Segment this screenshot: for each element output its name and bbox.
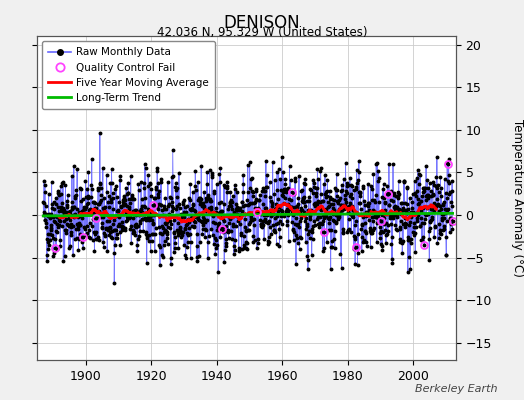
Text: 42.036 N, 95.329 W (United States): 42.036 N, 95.329 W (United States) <box>157 26 367 39</box>
Y-axis label: Temperature Anomaly (°C): Temperature Anomaly (°C) <box>511 119 524 277</box>
Text: Berkeley Earth: Berkeley Earth <box>416 384 498 394</box>
Legend: Raw Monthly Data, Quality Control Fail, Five Year Moving Average, Long-Term Tren: Raw Monthly Data, Quality Control Fail, … <box>42 41 215 109</box>
Text: DENISON: DENISON <box>224 14 300 32</box>
